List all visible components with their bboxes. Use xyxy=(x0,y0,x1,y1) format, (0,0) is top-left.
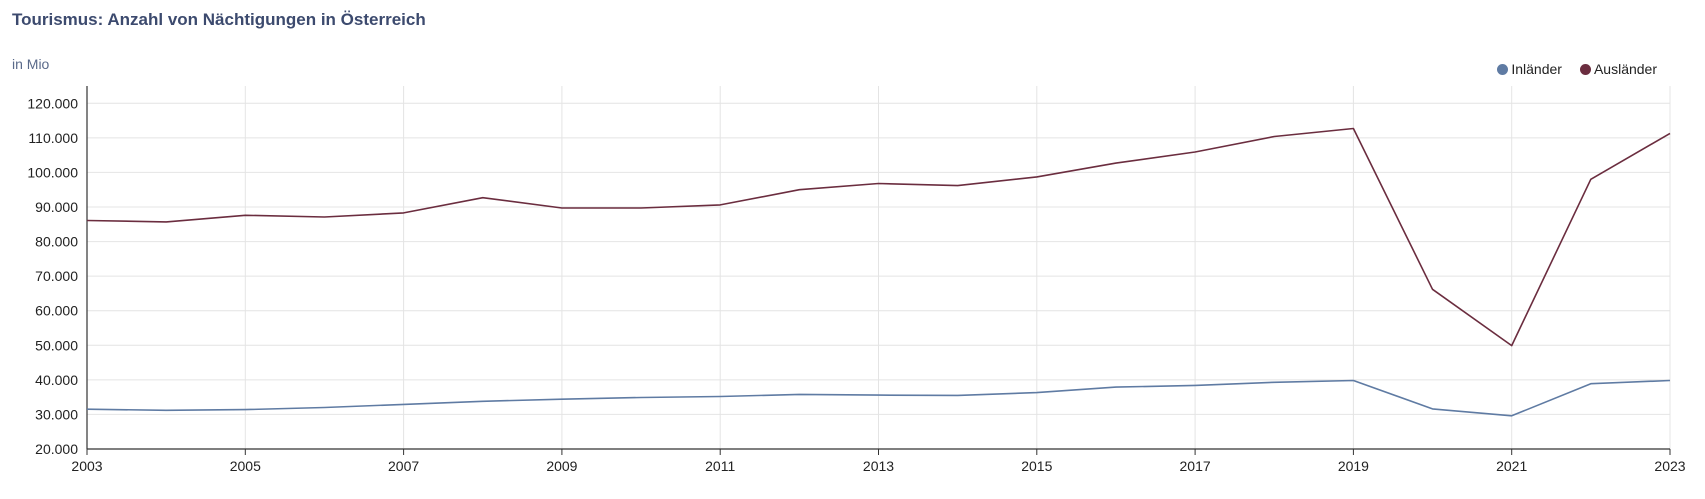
x-tick-label: 2023 xyxy=(1654,458,1685,474)
legend-label-auslaender: Ausländer xyxy=(1593,61,1657,77)
y-tick-label: 100.000 xyxy=(27,164,78,180)
x-tick-label: 2013 xyxy=(863,458,894,474)
y-tick-label: 30.000 xyxy=(35,406,78,422)
legend-marker-inlaender xyxy=(1497,63,1509,75)
gridlines xyxy=(86,86,1671,450)
x-tick-label: 2015 xyxy=(1021,458,1052,474)
series-lines xyxy=(86,127,1671,417)
legend-item-auslaender[interactable]: Ausländer xyxy=(1579,61,1657,77)
x-tick-label: 2005 xyxy=(230,458,261,474)
y-tick-label: 20.000 xyxy=(35,441,78,457)
chart-title: Tourismus: Anzahl von Nächtigungen in Ös… xyxy=(12,10,426,29)
legend-marker-auslaender xyxy=(1579,63,1591,75)
x-tick-label: 2021 xyxy=(1496,458,1527,474)
y-tick-label: 120.000 xyxy=(27,95,78,111)
axes xyxy=(86,86,1671,455)
x-tick-label: 2003 xyxy=(71,458,102,474)
series-line-inlaender[interactable] xyxy=(86,379,1671,417)
x-tick-label: 2009 xyxy=(546,458,577,474)
x-tick-label: 2019 xyxy=(1338,458,1369,474)
y-tick-label: 110.000 xyxy=(28,130,78,146)
legend: Inländer Ausländer xyxy=(1497,61,1657,77)
y-tick-label: 60.000 xyxy=(35,303,78,319)
legend-label-inlaender: Inländer xyxy=(1511,61,1562,77)
series-line-auslaender[interactable] xyxy=(86,127,1671,347)
tick-labels: 20.000 30.000 40.000 50.000 60.000 70.000 80.0… xyxy=(27,95,1685,474)
x-tick-label: 2007 xyxy=(388,458,419,474)
y-tick-label: 80.000 xyxy=(35,234,78,250)
legend-item-inlaender[interactable]: Inländer xyxy=(1497,61,1562,77)
y-tick-label: 40.000 xyxy=(35,372,78,388)
y-tick-label: 50.000 xyxy=(35,337,78,353)
x-tick-label: 2017 xyxy=(1180,458,1211,474)
y-unit-label: in Mio xyxy=(12,56,50,72)
y-tick-label: 70.000 xyxy=(35,268,78,284)
y-tick-label: 90.000 xyxy=(35,199,78,215)
x-tick-label: 2011 xyxy=(705,458,735,474)
